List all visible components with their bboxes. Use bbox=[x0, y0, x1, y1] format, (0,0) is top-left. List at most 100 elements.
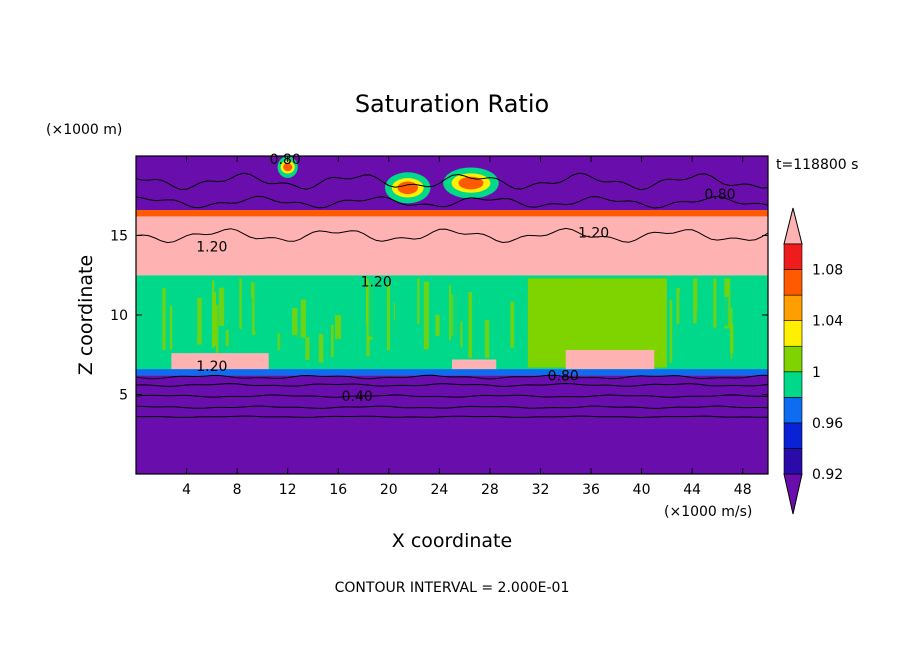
band-upper-edge bbox=[136, 210, 768, 217]
texture-streak bbox=[737, 303, 742, 357]
y-axis-ticks: 5 10 15 bbox=[110, 229, 768, 404]
texture-streak bbox=[305, 337, 310, 361]
texture-streak bbox=[361, 285, 366, 350]
x-tick-label: 48 bbox=[734, 482, 752, 498]
contour-label: 1.20 bbox=[578, 225, 609, 241]
texture-streak bbox=[318, 334, 324, 363]
x-tick-label: 16 bbox=[329, 482, 347, 498]
x-axis-label: X coordinate bbox=[392, 530, 512, 552]
texture-streak bbox=[730, 323, 735, 353]
texture-streak bbox=[452, 290, 458, 357]
colorbar: 0.92 0.96 1 1.04 1.08 bbox=[783, 207, 843, 515]
texture-streak bbox=[194, 297, 198, 343]
texture-streak bbox=[500, 278, 506, 325]
x-tick-label: 32 bbox=[532, 482, 550, 498]
texture-streak bbox=[741, 333, 744, 362]
texture-streak bbox=[222, 316, 226, 354]
contour-label: 0.40 bbox=[342, 389, 373, 405]
texture-streak bbox=[709, 328, 712, 349]
contour-line bbox=[135, 382, 769, 387]
texture-streak bbox=[294, 278, 300, 328]
colorbar-tick-label: 1.08 bbox=[812, 263, 843, 279]
texture-streak bbox=[483, 314, 486, 350]
x-tick-label: 44 bbox=[683, 482, 701, 498]
y-tick-label: 5 bbox=[119, 388, 128, 404]
texture-streak bbox=[196, 297, 202, 345]
chart-title: Saturation Ratio bbox=[355, 90, 549, 118]
texture-streak bbox=[384, 295, 390, 356]
texture-streak bbox=[169, 305, 173, 350]
contour-label: 1.20 bbox=[361, 275, 392, 291]
colorbar-swatch bbox=[783, 320, 803, 347]
x-tick-label: 28 bbox=[481, 482, 499, 498]
texture-streak bbox=[429, 314, 435, 359]
texture-streak bbox=[386, 283, 390, 351]
contour-label: 1.20 bbox=[196, 359, 227, 375]
contour-labels: 0.80 0.80 1.20 1.20 1.20 1.20 0.80 0.40 bbox=[196, 152, 735, 405]
texture-streak bbox=[435, 314, 440, 336]
texture-streak bbox=[254, 278, 257, 331]
texture-streak bbox=[417, 278, 420, 325]
texture-streak bbox=[685, 283, 690, 343]
saturated-patch bbox=[565, 349, 655, 370]
texture-streak bbox=[326, 288, 329, 345]
texture-streak bbox=[391, 320, 397, 356]
colorbar-swatch bbox=[783, 345, 803, 373]
texture-streak bbox=[323, 296, 327, 354]
texture-streak bbox=[267, 295, 274, 352]
contour-lines bbox=[135, 172, 769, 419]
y-axis-label: Z coordinate bbox=[75, 255, 97, 375]
texture-streak bbox=[423, 281, 429, 350]
texture-streak bbox=[468, 291, 473, 358]
texture-streak bbox=[178, 298, 183, 346]
band-lower-dry bbox=[136, 375, 768, 474]
cloud-blob-peak bbox=[283, 162, 293, 172]
texture-streak bbox=[206, 278, 212, 330]
texture-streak bbox=[300, 299, 306, 338]
texture-streak bbox=[404, 288, 408, 340]
texture-streak bbox=[307, 302, 313, 353]
texture-streak bbox=[674, 324, 680, 361]
x-tick-label: 36 bbox=[582, 482, 600, 498]
texture-streak bbox=[212, 292, 216, 346]
cloud-blob-peak bbox=[458, 176, 484, 190]
x-tick-label: 12 bbox=[279, 482, 297, 498]
colorbar-bottom-arrow bbox=[783, 473, 803, 515]
colorbar-tick-label: 0.92 bbox=[812, 467, 843, 483]
texture-streak bbox=[326, 316, 333, 337]
texture-streak bbox=[292, 308, 298, 336]
colorbar-swatch bbox=[783, 448, 803, 475]
x-tick-label: 20 bbox=[380, 482, 398, 498]
colorbar-swatch bbox=[783, 422, 803, 449]
contour-interval-note: CONTOUR INTERVAL = 2.000E-01 bbox=[335, 580, 570, 596]
contour-label: 0.80 bbox=[270, 152, 301, 168]
x-tick-label: 24 bbox=[430, 482, 448, 498]
texture-streak bbox=[162, 288, 166, 351]
texture-streak bbox=[444, 312, 449, 363]
contour-line bbox=[135, 394, 768, 398]
texture-streak bbox=[510, 301, 515, 348]
x-tick-label: 4 bbox=[182, 482, 191, 498]
texture-streak bbox=[669, 299, 673, 363]
texture-streak bbox=[406, 311, 412, 353]
colorbar-tick-label: 0.96 bbox=[812, 416, 843, 432]
texture-streak bbox=[698, 287, 703, 329]
band-upper-supersaturated bbox=[136, 216, 768, 276]
colorbar-swatch bbox=[783, 371, 803, 398]
texture-streak bbox=[245, 297, 253, 360]
texture-streak bbox=[730, 307, 733, 359]
x-tick-label: 8 bbox=[233, 482, 242, 498]
x-unit-label: (×1000 m/s) bbox=[664, 504, 752, 520]
texture-streak bbox=[173, 278, 178, 330]
texture-streak bbox=[224, 329, 229, 347]
texture-streak bbox=[218, 287, 225, 326]
texture-streak bbox=[257, 324, 261, 357]
saturated-patch bbox=[452, 359, 497, 370]
contour-plot-area bbox=[136, 156, 768, 474]
texture-streak bbox=[341, 309, 347, 361]
texture-streak bbox=[235, 311, 241, 329]
texture-streak bbox=[239, 278, 242, 330]
y-tick-label: 15 bbox=[110, 229, 128, 245]
colorbar-swatch bbox=[783, 294, 803, 321]
contour-line bbox=[135, 172, 769, 191]
